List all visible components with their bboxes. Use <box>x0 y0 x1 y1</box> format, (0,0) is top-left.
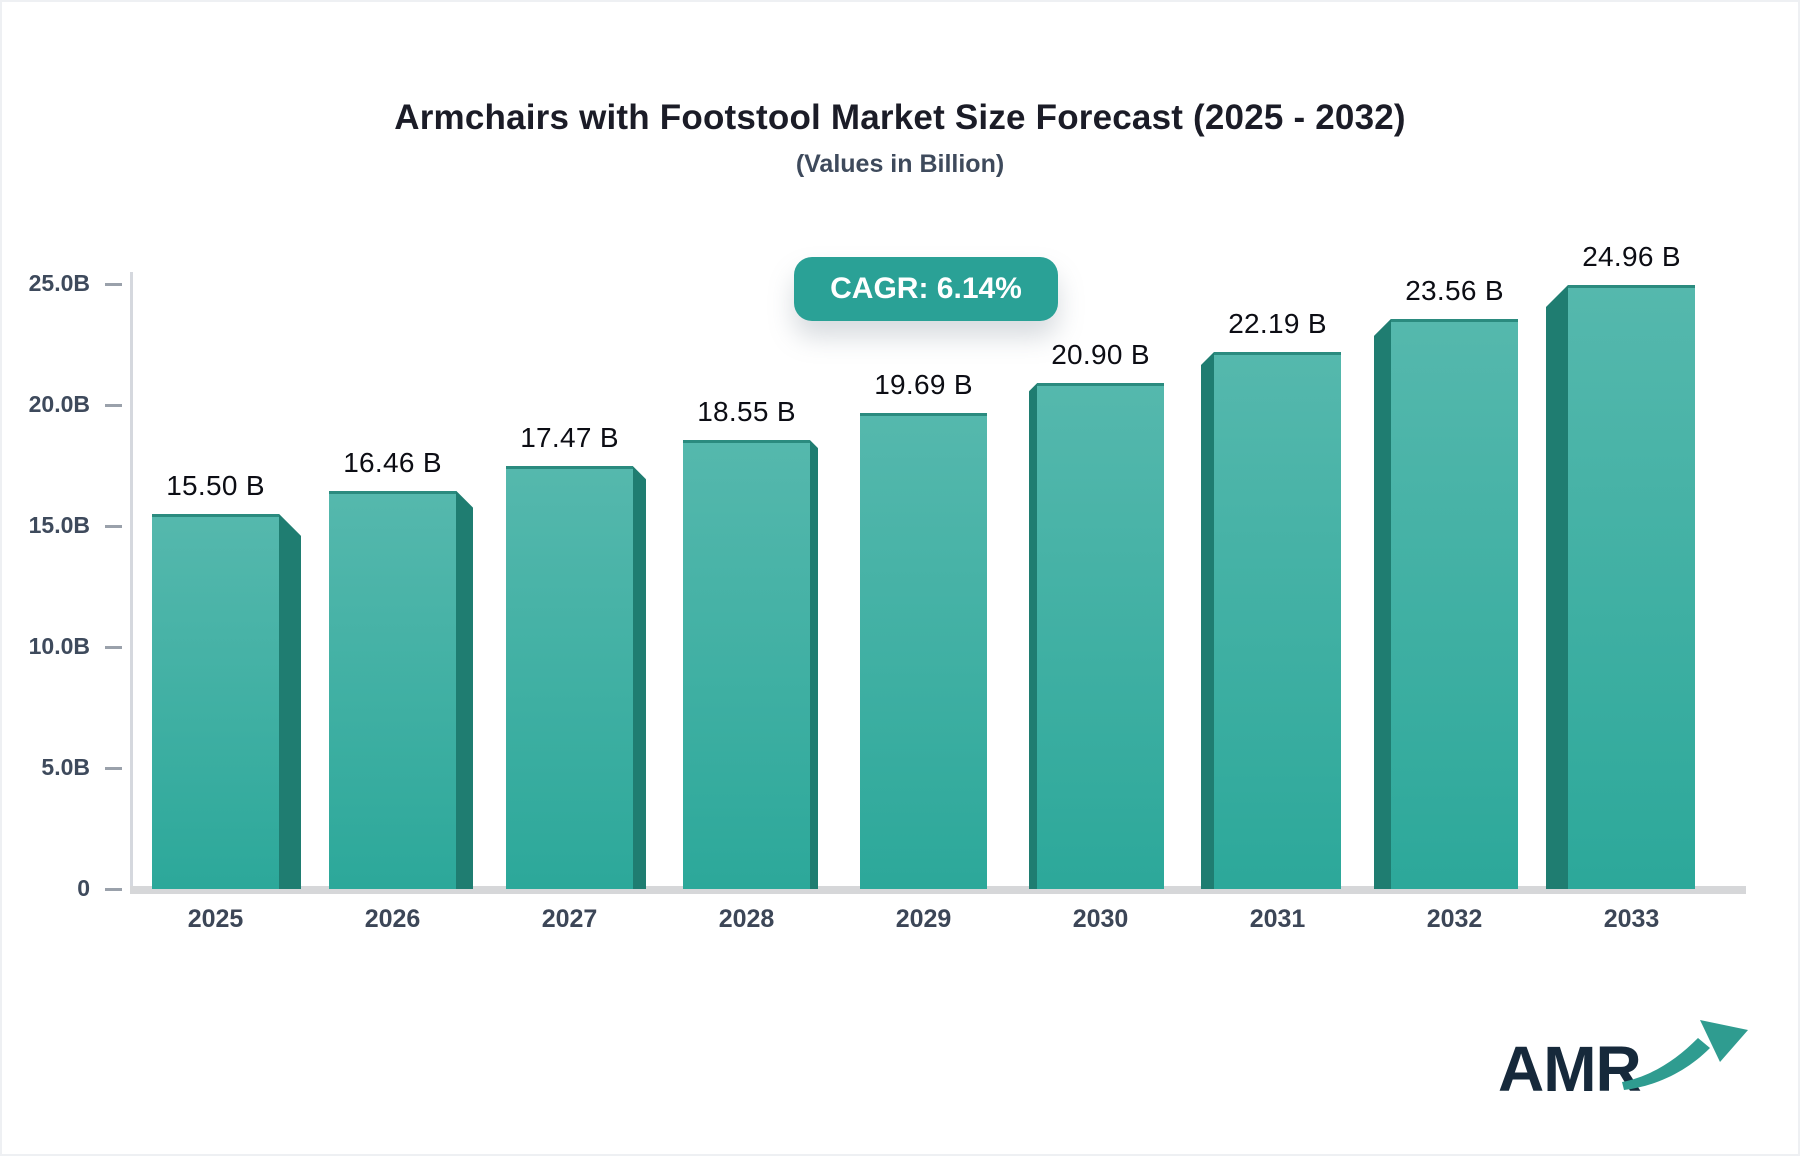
x-axis-label-2030: 2030 <box>1072 905 1129 933</box>
amr-logo-text: AMR <box>1498 1033 1642 1105</box>
bar-side-2027 <box>633 466 646 889</box>
y-tick-dash <box>105 645 122 649</box>
y-axis-line <box>130 272 133 894</box>
x-axis-baseline <box>130 886 1746 894</box>
x-axis-label-2025: 2025 <box>187 905 244 933</box>
bar-side-2026 <box>456 490 473 889</box>
bar-side-2033 <box>1546 284 1568 889</box>
y-axis-label: 0 <box>77 875 90 901</box>
bar-side-2028 <box>810 440 818 889</box>
bar-2027 <box>506 466 633 889</box>
bar-value-label: 15.50 B <box>166 469 265 501</box>
cagr-badge: CAGR: 6.14% <box>794 257 1058 321</box>
bar-2031 <box>1214 352 1341 889</box>
chart-title: Armchairs with Footstool Market Size For… <box>394 98 1406 137</box>
bar-value-label: 18.55 B <box>697 396 796 428</box>
bar-value-label: 23.56 B <box>1405 274 1504 306</box>
x-axis-label-2033: 2033 <box>1603 905 1660 933</box>
bar-2029 <box>860 412 987 889</box>
bar-side-2025 <box>279 513 301 889</box>
bar-2026 <box>329 490 456 889</box>
y-axis-label: 10.0B <box>28 633 90 659</box>
bar-side-2030 <box>1029 383 1037 889</box>
x-axis-label-2028: 2028 <box>718 905 775 933</box>
bar-2025 <box>152 513 279 889</box>
y-tick-dash <box>105 524 122 528</box>
y-axis-label: 15.0B <box>28 512 90 538</box>
chart-subtitle: (Values in Billion) <box>795 150 1005 178</box>
x-axis-label-2029: 2029 <box>895 905 952 933</box>
y-tick-dash <box>105 887 122 891</box>
bar-2030 <box>1037 383 1164 889</box>
bar-value-label: 17.47 B <box>520 422 619 454</box>
y-axis-label: 25.0B <box>28 270 90 296</box>
bar-2028 <box>683 440 810 889</box>
x-axis-label-2032: 2032 <box>1426 905 1483 933</box>
amr-logo: AMR <box>1494 1018 1754 1110</box>
bar-value-label: 16.46 B <box>343 446 442 478</box>
bar-2032 <box>1391 318 1518 889</box>
bar-side-2032 <box>1374 318 1391 889</box>
bar-value-label: 24.96 B <box>1582 240 1681 272</box>
bar-side-2031 <box>1201 352 1214 889</box>
bar-2033 <box>1568 284 1695 889</box>
y-tick-dash <box>105 403 122 407</box>
x-axis-label-2027: 2027 <box>541 905 598 933</box>
y-tick-dash <box>105 282 122 286</box>
x-axis-label-2026: 2026 <box>364 905 421 933</box>
y-axis-label: 20.0B <box>28 391 90 417</box>
bar-value-label: 19.69 B <box>874 368 973 400</box>
x-axis-label-2031: 2031 <box>1249 905 1306 933</box>
bar-value-label: 20.90 B <box>1051 339 1150 371</box>
y-axis-label: 5.0B <box>41 754 90 780</box>
y-tick-dash <box>105 766 122 770</box>
bar-value-label: 22.19 B <box>1228 308 1327 339</box>
growth-arrow-icon <box>1622 1020 1748 1090</box>
